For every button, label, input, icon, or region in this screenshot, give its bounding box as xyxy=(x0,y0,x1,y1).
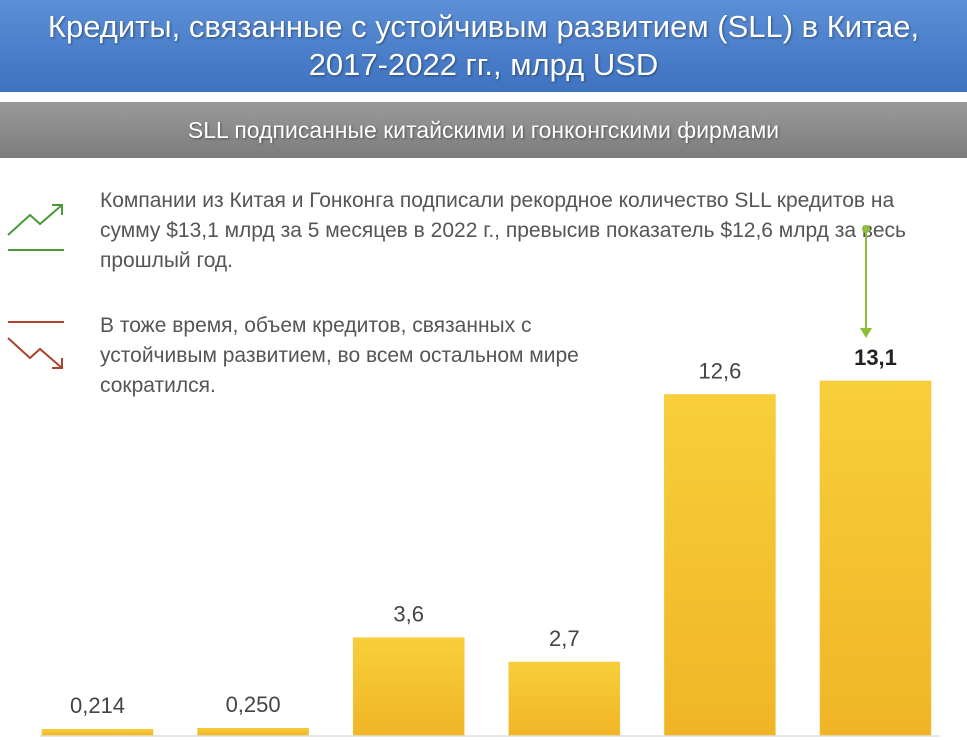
down-icon xyxy=(7,321,64,369)
value-label: 3,6 xyxy=(393,602,424,627)
bar xyxy=(41,728,154,736)
bar xyxy=(197,727,309,736)
bar xyxy=(664,394,776,736)
annotation: Компании из Китая и Гонконга подписали р… xyxy=(100,189,906,272)
value-label: 2,7 xyxy=(549,626,580,651)
chart-title: Кредиты, связанные с устойчивым развитие… xyxy=(0,0,967,92)
value-label: 0,214 xyxy=(70,693,125,718)
annotation: В тоже время, объем кредитов, связанных … xyxy=(100,314,579,397)
bar xyxy=(508,661,621,736)
value-label: 12,6 xyxy=(698,359,741,384)
bar xyxy=(819,380,932,736)
bar xyxy=(352,637,465,736)
pointer xyxy=(860,225,872,338)
value-label: 0,250 xyxy=(226,692,281,717)
value-label: 13,1 xyxy=(854,345,897,370)
up-icon xyxy=(7,204,64,251)
chart-subtitle: SLL подписанные китайскими и гонконгским… xyxy=(0,102,967,158)
